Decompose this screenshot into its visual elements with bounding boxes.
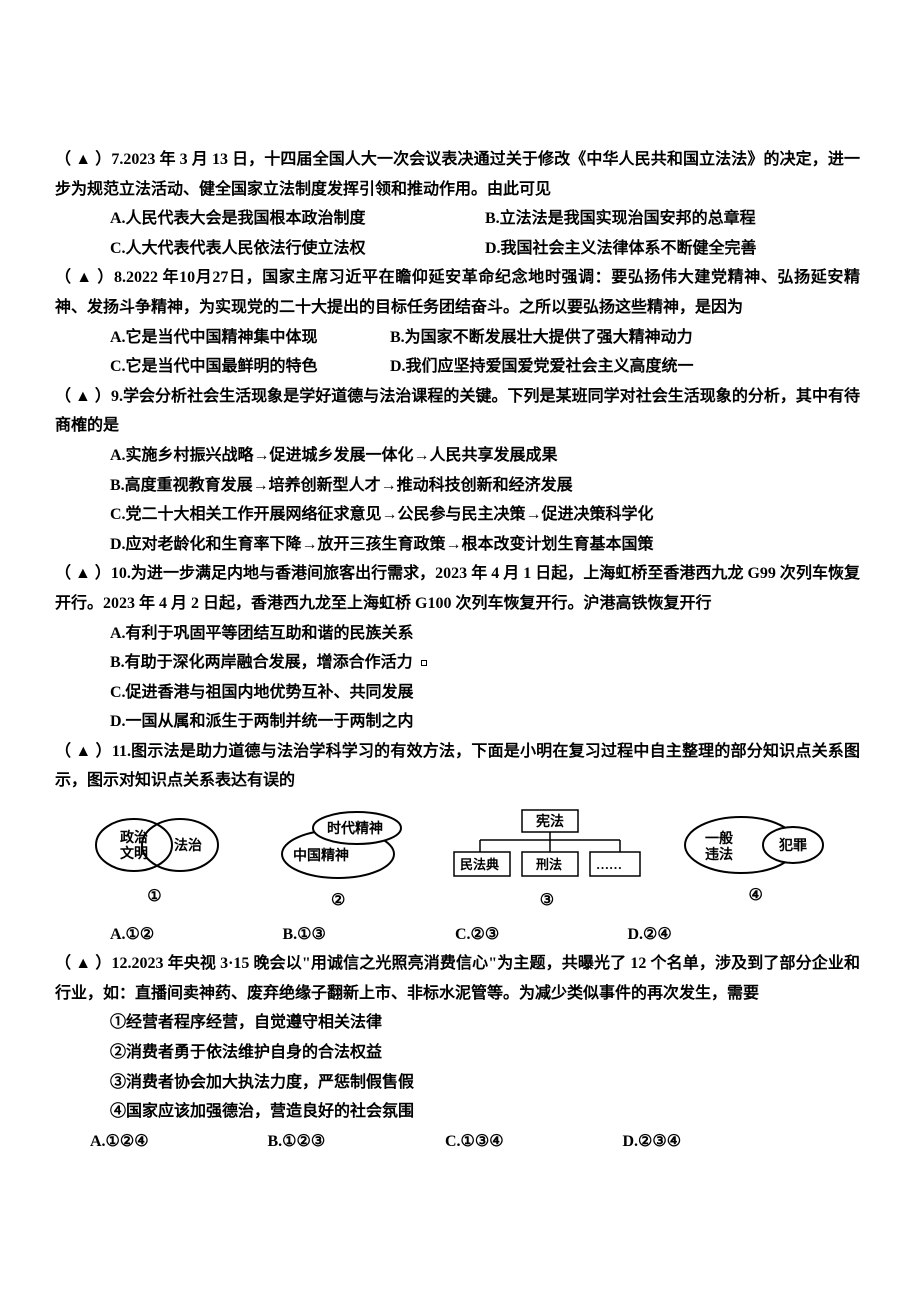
q10-option-c: C.促进香港与祖国内地优势互补、共同发展 bbox=[55, 678, 860, 708]
q7-options-row1: A.人民代表大会是我国根本政治制度 B.立法法是我国实现治国安邦的总章程 bbox=[55, 204, 860, 234]
q8-stem: （ ▲ ）8.2022 年10月27日，国家主席习近平在瞻仰延安革命纪念地时强调… bbox=[55, 263, 860, 322]
q10-option-b-text: B.有助于深化两岸融合发展，增添合作活力 bbox=[110, 654, 413, 671]
q11-diagram-3: 宪法 民法典 刑法 …… ③ bbox=[452, 808, 642, 916]
svg-text:政治: 政治 bbox=[120, 829, 148, 846]
q8-options-row2: C.它是当代中国最鲜明的特色 D.我们应坚持爱国爱党爱社会主义高度统一 bbox=[55, 352, 860, 382]
q10-option-b: B.有助于深化两岸融合发展，增添合作活力 bbox=[55, 648, 860, 678]
q11-diagrams: 政治 文明 法治 ① 时代精神 中国精神 ② 宪法 民法典 刑法 bbox=[55, 808, 860, 916]
svg-text:刑法: 刑法 bbox=[536, 857, 562, 872]
q11-diagram-3-num: ③ bbox=[540, 886, 554, 916]
q11-option-d: D.②④ bbox=[628, 920, 801, 950]
q7-option-d: D.我国社会主义法律体系不断健全完善 bbox=[485, 234, 860, 264]
q12-statement-2: ②消费者勇于依法维护自身的合法权益 bbox=[55, 1038, 860, 1068]
q11-diagram-1-num: ① bbox=[147, 882, 161, 912]
q11-options: A.①② B.①③ C.②③ D.②④ bbox=[55, 920, 860, 950]
q8-option-a: A.它是当代中国精神集中体现 bbox=[110, 323, 390, 353]
svg-text:文明: 文明 bbox=[120, 845, 148, 862]
q12-option-b: B.①②③ bbox=[268, 1127, 446, 1157]
q12-option-c: C.①③④ bbox=[445, 1127, 623, 1157]
q7-option-b: B.立法法是我国实现治国安邦的总章程 bbox=[485, 204, 860, 234]
q7-options-row2: C.人大代表代表人民依法行使立法权 D.我国社会主义法律体系不断健全完善 bbox=[55, 234, 860, 264]
q10-option-a: A.有利于巩固平等团结互助和谐的民族关系 bbox=[55, 619, 860, 649]
q11-option-b: B.①③ bbox=[283, 920, 456, 950]
concentric-icon: 时代精神 中国精神 bbox=[263, 808, 413, 882]
q11-option-a: A.①② bbox=[110, 920, 283, 950]
q7-option-a: A.人民代表大会是我国根本政治制度 bbox=[110, 204, 485, 234]
q9-stem: （ ▲ ）9.学会分析社会生活现象是学好道德与法治课程的关键。下列是某班同学对社… bbox=[55, 382, 860, 441]
q11-diagram-2: 时代精神 中国精神 ② bbox=[263, 808, 413, 916]
small-square-icon bbox=[421, 660, 427, 666]
q12-statement-1: ①经营者程序经营，自觉遵守相关法律 bbox=[55, 1008, 860, 1038]
q11-diagram-2-num: ② bbox=[331, 886, 345, 916]
q9-option-a: A.实施乡村振兴战略→促进城乡发展一体化→人民共享发展成果 bbox=[55, 441, 860, 471]
q12-option-a: A.①②④ bbox=[90, 1127, 268, 1157]
venn-icon: 政治 文明 法治 bbox=[84, 812, 224, 878]
q8-option-b: B.为国家不断发展壮大提供了强大精神动力 bbox=[390, 323, 860, 353]
containment-icon: 一般 违法 犯罪 bbox=[681, 813, 831, 877]
svg-text:违法: 违法 bbox=[705, 846, 733, 863]
q11-stem: （ ▲ ）11.图示法是助力道德与法治学科学习的有效方法，下面是小明在复习过程中… bbox=[55, 737, 860, 796]
hierarchy-icon: 宪法 民法典 刑法 …… bbox=[452, 808, 642, 882]
q12-stem: （ ▲ ）12.2023 年央视 3·15 晚会以"用诚信之光照亮消费信心"为主… bbox=[55, 949, 860, 1008]
svg-text:中国精神: 中国精神 bbox=[293, 847, 349, 864]
svg-text:时代精神: 时代精神 bbox=[327, 820, 383, 837]
q12-options: A.①②④ B.①②③ C.①③④ D.②③④ bbox=[55, 1127, 860, 1157]
svg-text:……: …… bbox=[596, 857, 622, 872]
q7-stem: （ ▲ ）7.2023 年 3 月 13 日，十四届全国人大一次会议表决通过关于… bbox=[55, 145, 860, 204]
q10-stem: （ ▲ ）10.为进一步满足内地与香港间旅客出行需求，2023 年 4 月 1 … bbox=[55, 559, 860, 618]
svg-text:民法典: 民法典 bbox=[460, 857, 499, 872]
svg-text:宪法: 宪法 bbox=[536, 813, 564, 830]
q7-option-c: C.人大代表代表人民依法行使立法权 bbox=[110, 234, 485, 264]
q9-option-d: D.应对老龄化和生育率下降→放开三孩生育政策→根本改变计划生育基本国策 bbox=[55, 530, 860, 560]
q11-diagram-1: 政治 文明 法治 ① bbox=[84, 812, 224, 912]
q12-option-d: D.②③④ bbox=[623, 1127, 801, 1157]
q10-option-d: D.一国从属和派生于两制并统一于两制之内 bbox=[55, 707, 860, 737]
svg-text:一般: 一般 bbox=[705, 830, 733, 847]
q12-statement-4: ④国家应该加强德治，营造良好的社会氛围 bbox=[55, 1097, 860, 1127]
q12-statement-3: ③消费者协会加大执法力度，严惩制假售假 bbox=[55, 1068, 860, 1098]
svg-text:法治: 法治 bbox=[174, 837, 202, 854]
q11-diagram-4: 一般 违法 犯罪 ④ bbox=[681, 813, 831, 911]
q8-option-c: C.它是当代中国最鲜明的特色 bbox=[110, 352, 390, 382]
q11-diagram-4-num: ④ bbox=[748, 881, 762, 911]
q9-option-c: C.党二十大相关工作开展网络征求意见→公民参与民主决策→促进决策科学化 bbox=[55, 500, 860, 530]
q9-option-b: B.高度重视教育发展→培养创新型人才→推动科技创新和经济发展 bbox=[55, 471, 860, 501]
q11-option-c: C.②③ bbox=[455, 920, 628, 950]
q8-options-row1: A.它是当代中国精神集中体现 B.为国家不断发展壮大提供了强大精神动力 bbox=[55, 323, 860, 353]
svg-text:犯罪: 犯罪 bbox=[778, 837, 807, 854]
q8-option-d: D.我们应坚持爱国爱党爱社会主义高度统一 bbox=[390, 352, 860, 382]
